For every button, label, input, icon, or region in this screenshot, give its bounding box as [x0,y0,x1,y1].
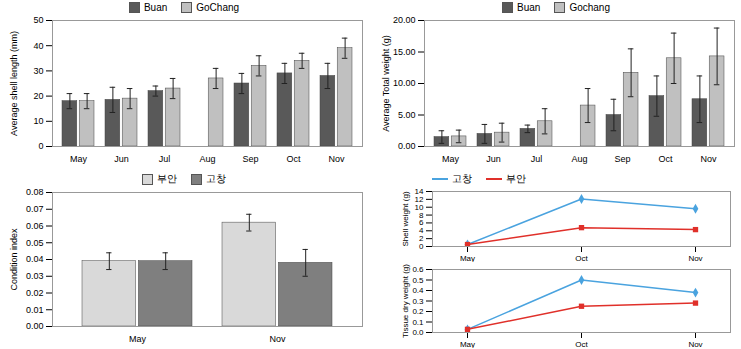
svg-text:8: 8 [419,211,424,220]
svg-text:0.03: 0.03 [26,271,44,281]
svg-text:Nov: Nov [688,340,702,348]
svg-text:Tissue dry weight (g): Tissue dry weight (g) [401,264,410,338]
svg-text:0.00: 0.00 [26,321,44,331]
svg-text:20: 20 [33,91,43,101]
svg-text:50: 50 [33,15,43,25]
svg-text:May: May [442,154,460,164]
svg-text:0.02: 0.02 [26,288,44,298]
svg-text:Nov: Nov [269,334,286,344]
svg-text:0.04: 0.04 [26,254,44,264]
svg-text:2: 2 [419,234,424,243]
svg-text:May: May [460,254,475,262]
svg-text:0.07: 0.07 [26,204,44,214]
svg-text:Oct: Oct [575,254,588,262]
html-text:GoChang: GoChang [196,1,240,13]
svg-text:0.6: 0.6 [412,265,424,274]
svg-text:0.5: 0.5 [412,276,424,285]
svg-text:6: 6 [419,218,424,227]
svg-text:0.1: 0.1 [412,318,424,327]
html-text:부안: 부안 [157,173,177,184]
html-text:고창: 고창 [206,173,226,184]
html-text:Gochang: Gochang [569,1,610,13]
svg-text:Jun: Jun [114,154,129,164]
svg-text:0: 0 [419,242,424,251]
svg-text:0.05: 0.05 [26,238,44,248]
svg-text:Aug: Aug [199,154,215,164]
svg-text:10: 10 [33,116,43,126]
svg-text:15.00: 15.00 [393,47,416,57]
svg-text:May: May [70,154,88,164]
svg-text:Condition index: Condition index [9,228,19,291]
svg-text:Nov: Nov [688,254,702,262]
html-text:Buan: Buan [143,1,168,13]
svg-text:Average Total weight (g): Average Total weight (g) [381,35,391,132]
svg-text:0.01: 0.01 [26,305,44,315]
svg-text:40: 40 [33,41,43,51]
svg-text:0: 0 [38,141,43,151]
svg-text:0.06: 0.06 [26,221,44,231]
svg-text:20.00: 20.00 [393,15,416,25]
html-text:부안: 부안 [506,173,526,184]
svg-text:30: 30 [33,66,43,76]
svg-text:10.00: 10.00 [393,78,416,88]
svg-text:12: 12 [415,195,424,204]
svg-text:Jul: Jul [531,154,543,164]
svg-text:Shell weight (g): Shell weight (g) [401,191,410,246]
svg-text:Oct: Oct [286,154,301,164]
svg-text:14: 14 [415,187,424,196]
svg-text:Nov: Nov [328,154,345,164]
svg-text:Average shell length (mm): Average shell length (mm) [9,31,19,136]
html-text:Buan: Buan [517,1,541,13]
svg-text:0.00: 0.00 [398,141,416,151]
svg-text:0.0: 0.0 [412,328,424,337]
svg-text:10: 10 [415,203,424,212]
svg-text:5.00: 5.00 [398,110,416,120]
svg-text:4: 4 [419,226,424,235]
svg-text:Oct: Oct [658,154,673,164]
svg-text:Aug: Aug [571,154,587,164]
svg-text:Jul: Jul [159,154,171,164]
svg-text:0.4: 0.4 [412,286,424,295]
svg-text:Jun: Jun [486,154,501,164]
svg-text:Nov: Nov [700,154,717,164]
svg-text:0.3: 0.3 [412,297,424,306]
svg-text:Sep: Sep [614,154,630,164]
svg-text:May: May [129,334,147,344]
svg-text:Sep: Sep [242,154,258,164]
svg-text:May: May [460,340,475,348]
svg-text:0.2: 0.2 [412,307,424,316]
svg-text:0.08: 0.08 [26,187,44,197]
svg-text:Oct: Oct [575,340,588,348]
html-text:고창: 고창 [452,173,472,184]
